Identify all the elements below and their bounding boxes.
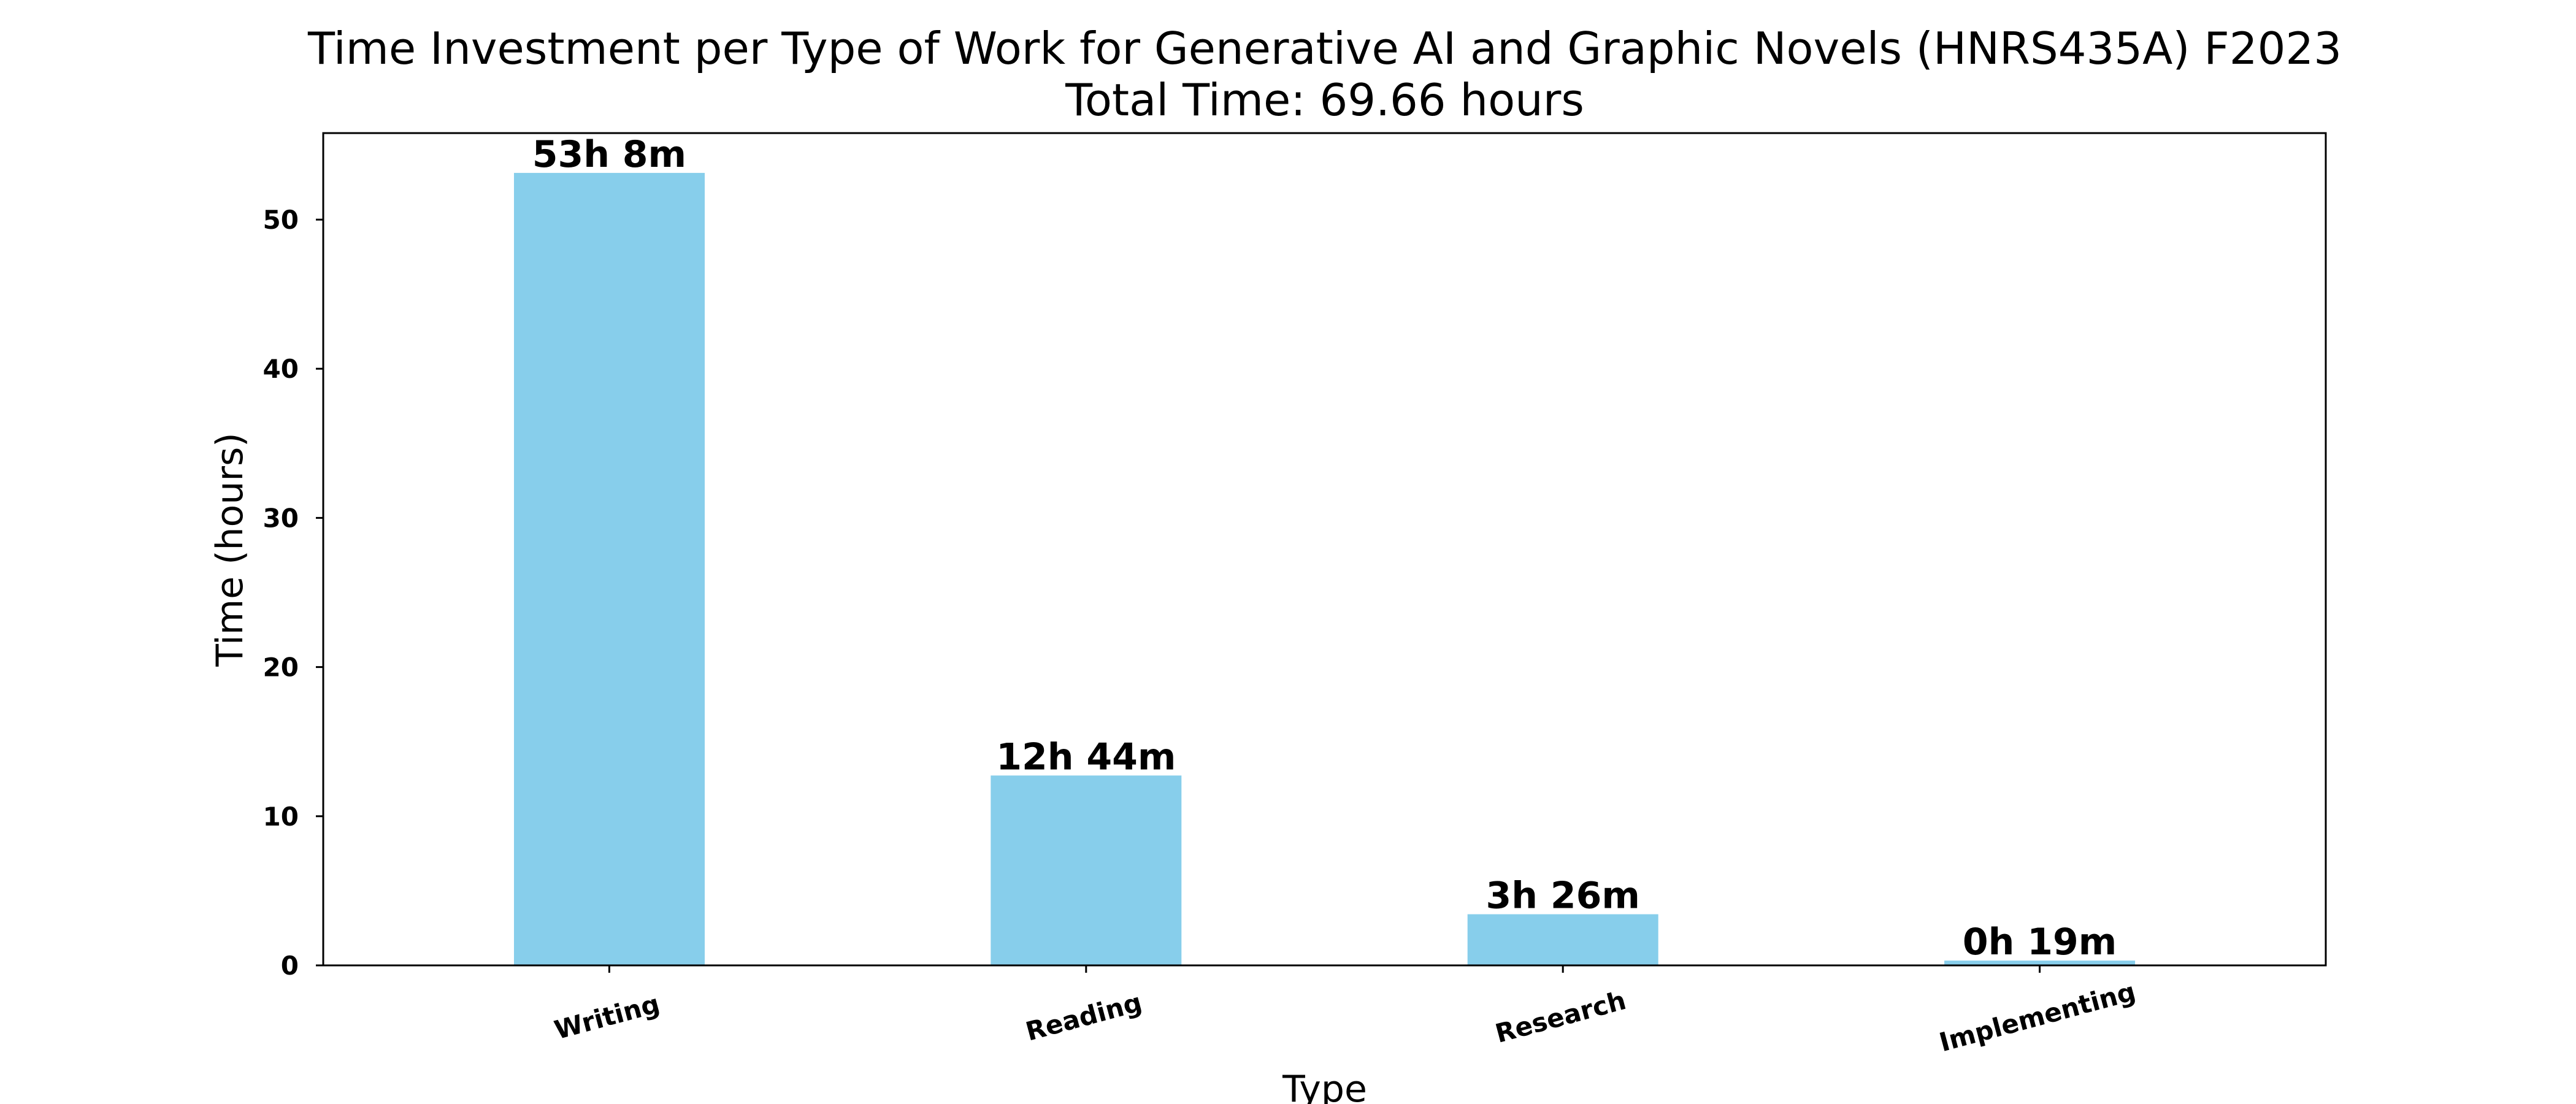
bar-research bbox=[1467, 914, 1658, 965]
bar-value-label: 3h 26m bbox=[1486, 875, 1640, 918]
y-tick-label: 0 bbox=[281, 951, 299, 981]
chart-subtitle: Total Time: 69.66 hours bbox=[1065, 74, 1584, 126]
y-tick-label: 30 bbox=[263, 503, 299, 533]
plot-frame bbox=[322, 132, 2327, 967]
bar-data-labels: 53h 8m 12h 44m 3h 26m 0h 19m bbox=[532, 133, 2117, 964]
chart-title: Time Investment per Type of Work for Gen… bbox=[307, 23, 2342, 74]
bars-group bbox=[514, 172, 2136, 965]
y-tick-label: 50 bbox=[263, 205, 299, 235]
y-tick-label: 10 bbox=[263, 802, 299, 832]
bar-value-label: 53h 8m bbox=[532, 133, 686, 176]
bar-value-label: 0h 19m bbox=[1963, 921, 2117, 964]
bar-value-label: 12h 44m bbox=[996, 735, 1176, 778]
y-tick-label: 20 bbox=[263, 653, 299, 683]
y-axis-label: Time (hours) bbox=[209, 432, 251, 667]
y-tick-label: 40 bbox=[263, 354, 299, 384]
bar-implementing bbox=[1944, 960, 2136, 965]
bar-writing bbox=[514, 172, 705, 965]
bar-reading bbox=[991, 775, 1182, 965]
x-axis-label: Type bbox=[1282, 1068, 1367, 1104]
y-axis-ticks: 0 10 20 30 40 50 bbox=[263, 205, 323, 981]
